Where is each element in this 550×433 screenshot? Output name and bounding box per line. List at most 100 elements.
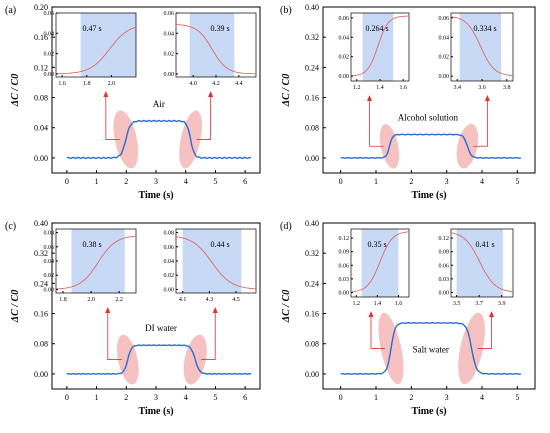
inset-x-tick-label: 3.8 <box>503 85 511 91</box>
inset-y-tick-label: 0.00 <box>439 74 450 80</box>
arrow-head <box>103 91 108 97</box>
inset-y-tick-label: 0.12 <box>439 236 450 242</box>
arrow-head <box>485 95 490 101</box>
panel-letter: (b) <box>280 5 292 16</box>
x-tick-label: 6 <box>243 393 247 402</box>
x-tick-label: 5 <box>213 177 217 186</box>
medium-label: Salt water <box>413 344 449 354</box>
y-tick-label: 0.04 <box>34 124 48 133</box>
inset-y-tick-label: 0.04 <box>164 259 175 265</box>
medium-label: DI water <box>145 323 177 333</box>
inset-fall: 3.4 3.6 3.80.000.020.040.060.334 s <box>439 13 514 91</box>
inset-y-tick-label: 0.02 <box>44 273 55 279</box>
response-curve <box>67 345 251 374</box>
inset-time-label: 0.47 s <box>82 24 101 33</box>
arrow-head <box>105 307 110 313</box>
arrow-head <box>208 91 213 97</box>
x-tick-label: 6 <box>243 177 247 186</box>
y-tick-label: 0.00 <box>305 370 319 379</box>
inset-y-tick-label: 0.04 <box>164 31 175 37</box>
inset-x-tick-label: 4.4 <box>235 81 243 87</box>
panel-a: (a) 0 1 2 3 4 5 6 0.00 0.04 0.08 0.12 0.16 0.20 Time (… <box>5 3 260 201</box>
inset-y-tick-label: 0.02 <box>44 52 55 58</box>
inset-x-tick-label: 4.0 <box>189 81 197 87</box>
inset-rise: 1.2 1.4 1.6 0.00 0.03 0.06 0.09 0.12 0.35 s <box>339 229 410 307</box>
x-axis-label: Time (s) <box>138 406 173 417</box>
inset-x-tick-label: 1.2 <box>353 85 361 91</box>
panel-d: (d) 0 1 2 3 4 5 0.00 0.08 0.16 0.24 0.32 0.40 Time (s… <box>280 219 535 417</box>
inset-x-tick-label: 1.4 <box>374 301 382 307</box>
inset-y-tick-label: 0.12 <box>339 236 350 242</box>
x-tick-label: 5 <box>213 393 217 402</box>
inset-y-tick-label: 0.09 <box>439 250 450 256</box>
inset-time-label: 0.41 s <box>476 240 495 249</box>
x-tick-label: 0 <box>339 393 343 402</box>
x-tick-label: 2 <box>409 177 413 186</box>
inset-x-tick-label: 1.6 <box>58 81 66 87</box>
inset-x-tick-label: 4.1 <box>179 297 187 303</box>
y-tick-label: 0.00 <box>34 370 48 379</box>
arrow-head <box>213 307 218 313</box>
y-axis-label: ΔC / C0 <box>281 74 292 107</box>
inset-fall: 4.1 4.3 4.5 0.00 0.02 0.04 0.06 0.08 0.44 s <box>164 229 257 303</box>
inset-y-tick-label: 0.03 <box>439 277 450 283</box>
inset-y-tick-label: 0.00 <box>164 72 175 78</box>
inset-y-tick-label: 0.02 <box>164 52 175 58</box>
y-tick-label: 0.16 <box>34 310 48 319</box>
y-axis-label: ΔC / C0 <box>281 290 292 323</box>
inset-x-tick-label: 4.5 <box>232 297 240 303</box>
panel-letter: (a) <box>5 5 16 16</box>
x-axis-label: Time (s) <box>411 406 446 417</box>
inset-y-tick-label: 0.06 <box>164 245 175 251</box>
inset-x-tick-label: 1.6 <box>395 301 403 307</box>
response-curve <box>67 120 251 158</box>
inset-rise: 1.6 1.8 2.0 0.00 0.02 0.04 0.06 0.47 s <box>44 11 137 87</box>
inset-y-tick-label: 0.03 <box>339 277 350 283</box>
x-tick-label: 1 <box>95 393 99 402</box>
inset-y-tick-label: 0.02 <box>439 55 450 61</box>
panel-c: (c)0 1 2 3 4 5 60.000.080.160.240.320.40Time (… <box>5 219 260 417</box>
inset-y-tick-label: 0.02 <box>164 273 175 279</box>
x-tick-label: 2 <box>124 177 128 186</box>
inset-x-tick-label: 4.2 <box>212 81 220 87</box>
y-tick-label: 0.24 <box>305 279 319 288</box>
y-tick-label: 0.16 <box>305 310 319 319</box>
inset-time-label: 0.39 s <box>210 24 229 33</box>
inset-y-tick-label: 0.04 <box>339 35 350 41</box>
x-tick-label: 4 <box>480 393 484 402</box>
x-tick-label: 0 <box>339 177 343 186</box>
inset-fall: 3.5 3.7 3.9 0.00 0.03 0.06 0.09 0.12 0.41 s <box>439 229 514 307</box>
inset-x-tick-label: 4.3 <box>206 297 214 303</box>
x-tick-label: 3 <box>154 393 158 402</box>
inset-y-tick-label: 0.00 <box>164 287 175 293</box>
inset-x-tick-label: 2.0 <box>87 297 95 303</box>
x-tick-label: 5 <box>515 177 519 186</box>
inset-time-label: 0.264 s <box>366 24 389 33</box>
inset-x-tick-label: 3.4 <box>453 85 461 91</box>
y-tick-label: 0.40 <box>305 219 319 228</box>
x-tick-label: 0 <box>65 177 69 186</box>
inset-x-tick-label: 1.4 <box>376 85 384 91</box>
inset-x-tick-label: 1.8 <box>59 297 67 303</box>
arrow-head <box>367 95 372 101</box>
inset-x-tick-label: 1.6 <box>399 85 407 91</box>
x-axis-label: Time (s) <box>411 190 446 201</box>
inset-x-tick-label: 3.6 <box>478 85 486 91</box>
panel-letter: (c) <box>5 221 16 232</box>
y-tick-label: 0.32 <box>305 249 319 258</box>
inset-y-tick-label: 0.08 <box>164 231 175 237</box>
inset-x-tick-label: 1.2 <box>353 301 361 307</box>
inset-y-tick-label: 0.06 <box>439 16 450 22</box>
y-tick-label: 0.32 <box>305 33 319 42</box>
y-tick-label: 0.00 <box>34 154 48 163</box>
y-tick-label: 0.08 <box>34 94 48 103</box>
inset-fall: 4.0 4.2 4.40.000.020.040.060.39 s <box>164 11 257 87</box>
y-axis-label: ΔC / C0 <box>10 74 21 107</box>
inset-shaded-region <box>190 13 235 77</box>
inset-y-tick-label: 0.08 <box>44 231 55 237</box>
x-tick-label: 3 <box>445 393 449 402</box>
inset-y-tick-label: 0.04 <box>439 35 450 41</box>
x-tick-label: 1 <box>374 393 378 402</box>
y-axis-label: ΔC / C0 <box>10 290 21 323</box>
